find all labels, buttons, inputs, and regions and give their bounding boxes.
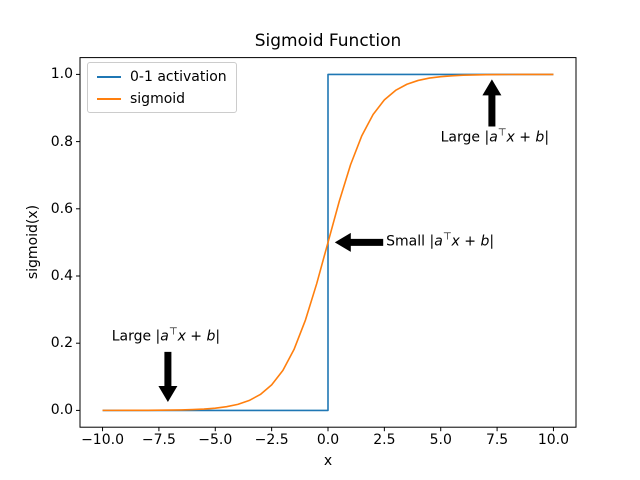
x-tick-label: 2.5 [373, 432, 396, 448]
legend-line-sample [97, 97, 121, 100]
y-tick-label: 0.0 [50, 402, 73, 419]
y-tick-label: 1.0 [50, 66, 73, 83]
legend-entry: sigmoid [97, 90, 227, 107]
y-tick-label: 0.8 [50, 133, 73, 150]
x-tick-label: −7.5 [141, 432, 176, 448]
y-axis-label: sigmoid(x) [25, 204, 41, 280]
annotation-arrow-left [334, 232, 384, 252]
y-tick-label: 0.6 [50, 200, 73, 217]
x-tick-label: −10.0 [81, 432, 124, 448]
legend-label: 0-1 activation [130, 68, 227, 85]
annotation-text: Small |a⊤x + b| [386, 232, 495, 250]
legend: 0-1 activation sigmoid [87, 62, 237, 113]
x-tick-label: 5.0 [429, 432, 452, 448]
legend-line-sample [97, 75, 121, 78]
x-tick-label: −5.0 [198, 432, 233, 448]
legend-label: sigmoid [130, 90, 186, 107]
y-tick-label: 0.2 [50, 335, 73, 352]
x-tick-label: 0.0 [316, 432, 340, 448]
x-tick-label: 7.5 [485, 432, 509, 448]
legend-entry: 0-1 activation [97, 68, 227, 85]
x-tick-label: 10.0 [537, 432, 570, 448]
annotation-text: Large |a⊤x + b| [111, 327, 221, 345]
annotation-arrow-up [482, 79, 502, 127]
x-tick-label: −2.5 [254, 432, 289, 448]
x-axis-label: x [323, 453, 333, 469]
y-tick-label: 0.4 [50, 268, 73, 284]
annotation-text: Large |a⊤x + b| [440, 127, 550, 145]
sigmoid-curve-line [102, 73, 554, 412]
annotation-arrow-down [158, 351, 178, 402]
chart-title: Sigmoid Function [254, 31, 402, 51]
